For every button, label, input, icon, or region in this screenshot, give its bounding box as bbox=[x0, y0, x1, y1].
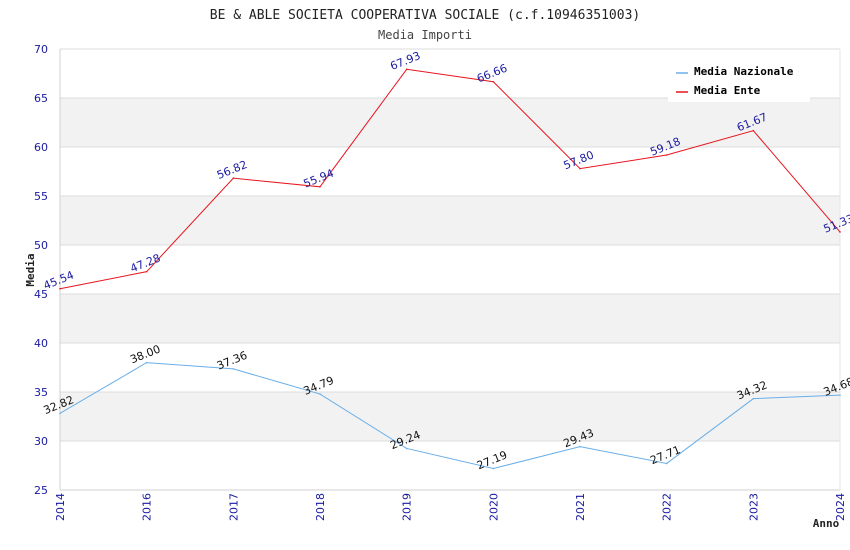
data-point-media-nazionale-2017 bbox=[232, 368, 235, 370]
legend: Media Nazionale Media Ente bbox=[668, 60, 810, 102]
y-tick-labels: 25 30 35 40 45 50 55 60 65 70 bbox=[34, 43, 48, 497]
x-tick-label-2019: 2019 bbox=[401, 493, 414, 521]
y-axis-label: Media bbox=[24, 253, 37, 286]
background-bands bbox=[60, 49, 840, 490]
y-tick-label-45: 45 bbox=[34, 288, 48, 301]
data-point-media-nazionale-2022 bbox=[665, 462, 668, 465]
gridlines bbox=[60, 48, 840, 491]
data-point-media-ente-2014 bbox=[59, 287, 61, 290]
y-tick-label-65: 65 bbox=[34, 92, 48, 105]
x-tick-label-2023: 2023 bbox=[747, 493, 760, 521]
data-point-media-nazionale-2018 bbox=[319, 393, 321, 395]
x-tick-label-2022: 2022 bbox=[661, 493, 674, 521]
data-point-media-ente-2019 bbox=[405, 68, 408, 71]
y-tick-label-30: 30 bbox=[34, 435, 48, 448]
data-point-media-ente-2024 bbox=[839, 231, 841, 233]
data-point-media-nazionale-2020 bbox=[492, 467, 495, 470]
legend-label-media-nazionale: Media Nazionale bbox=[694, 65, 794, 78]
band-40-45 bbox=[60, 294, 840, 343]
band-45-50 bbox=[60, 245, 840, 294]
x-tick-label-2017: 2017 bbox=[227, 493, 240, 521]
data-point-media-ente-2021 bbox=[579, 167, 581, 170]
data-point-media-nazionale-2016 bbox=[145, 361, 148, 364]
x-tick-label-2014: 2014 bbox=[54, 493, 67, 521]
data-point-media-nazionale-2014 bbox=[59, 412, 61, 415]
band-55-60 bbox=[60, 147, 840, 196]
y-tick-label-40: 40 bbox=[34, 337, 48, 350]
x-tick-label-2018: 2018 bbox=[314, 493, 327, 521]
y-tick-label-55: 55 bbox=[34, 190, 48, 203]
x-tick-label-2024: 2024 bbox=[834, 493, 847, 521]
data-point-media-nazionale-2023 bbox=[752, 397, 755, 400]
band-25-30 bbox=[60, 441, 840, 490]
axes bbox=[59, 49, 841, 491]
data-point-media-ente-2020 bbox=[492, 80, 495, 83]
y-tick-label-60: 60 bbox=[34, 141, 48, 154]
data-point-media-ente-2023 bbox=[752, 129, 755, 132]
data-point-media-nazionale-2021 bbox=[579, 445, 581, 448]
legend-label-media-ente: Media Ente bbox=[694, 84, 761, 97]
band-60-65 bbox=[60, 98, 840, 147]
y-tick-label-70: 70 bbox=[34, 43, 48, 56]
data-point-media-nazionale-2019 bbox=[405, 447, 408, 450]
band-50-55 bbox=[60, 196, 840, 245]
x-tick-label-2020: 2020 bbox=[487, 493, 500, 521]
chart-subtitle: Media Importi bbox=[378, 28, 472, 42]
x-tick-labels: 2014 2016 2017 2018 2019 2020 2021 2022 2023 2024 bbox=[54, 493, 847, 521]
legend-box bbox=[668, 60, 810, 102]
data-point-media-ente-2017 bbox=[232, 177, 235, 179]
series-line-media-ente bbox=[59, 68, 841, 290]
band-35-40 bbox=[60, 343, 840, 392]
y-tick-label-25: 25 bbox=[34, 484, 48, 497]
series-layer bbox=[59, 68, 841, 470]
y-tick-label-35: 35 bbox=[34, 386, 48, 399]
data-point-media-ente-2018 bbox=[319, 185, 321, 188]
data-point-media-ente-2022 bbox=[665, 154, 668, 156]
data-point-media-nazionale-2024 bbox=[839, 394, 841, 396]
x-tick-label-2016: 2016 bbox=[141, 493, 154, 521]
y-tick-label-50: 50 bbox=[34, 239, 48, 252]
data-point-media-ente-2016 bbox=[145, 270, 148, 273]
chart-title: BE & ABLE SOCIETA COOPERATIVA SOCIALE (c… bbox=[210, 8, 640, 23]
x-axis-label: Anno bbox=[813, 517, 840, 530]
band-30-35 bbox=[60, 392, 840, 441]
series-line-media-nazionale bbox=[59, 362, 841, 470]
x-tick-label-2021: 2021 bbox=[574, 493, 587, 521]
